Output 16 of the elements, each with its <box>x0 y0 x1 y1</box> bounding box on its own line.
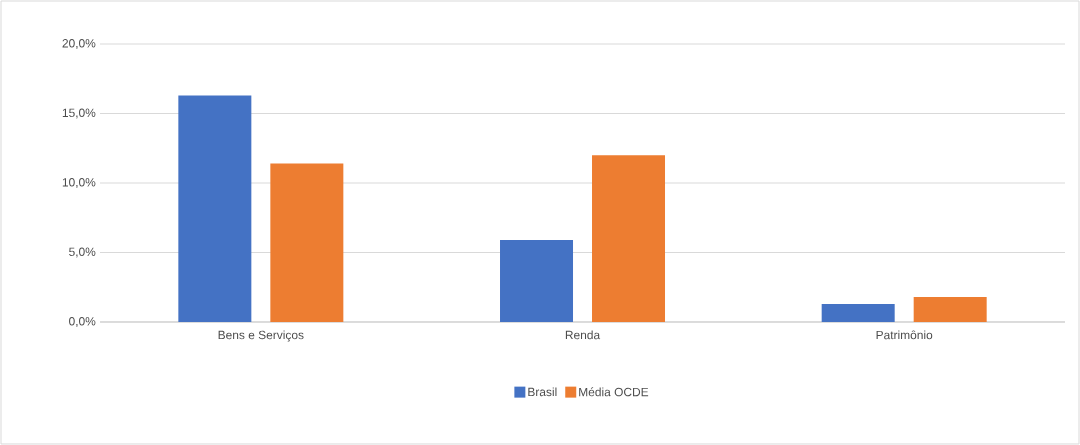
x-tick-label: Patrimônio <box>876 330 933 340</box>
bar <box>178 95 252 322</box>
bar <box>500 239 574 322</box>
y-tick-label: 15,0% <box>62 108 96 119</box>
x-tick-label: Renda <box>565 330 601 340</box>
bar <box>270 163 344 322</box>
bar <box>592 155 666 322</box>
x-tick-label: Bens e Serviços <box>218 330 304 342</box>
bar <box>821 303 895 322</box>
y-tick-label: 5,0% <box>69 247 96 258</box>
legend-label: Média OCDE <box>579 387 649 397</box>
legend-label: Brasil <box>528 387 557 397</box>
bar <box>913 296 987 322</box>
y-tick-label: 20,0% <box>62 39 96 49</box>
y-tick-label: 10,0% <box>62 178 96 188</box>
y-tick-label: 0,0% <box>69 317 96 327</box>
